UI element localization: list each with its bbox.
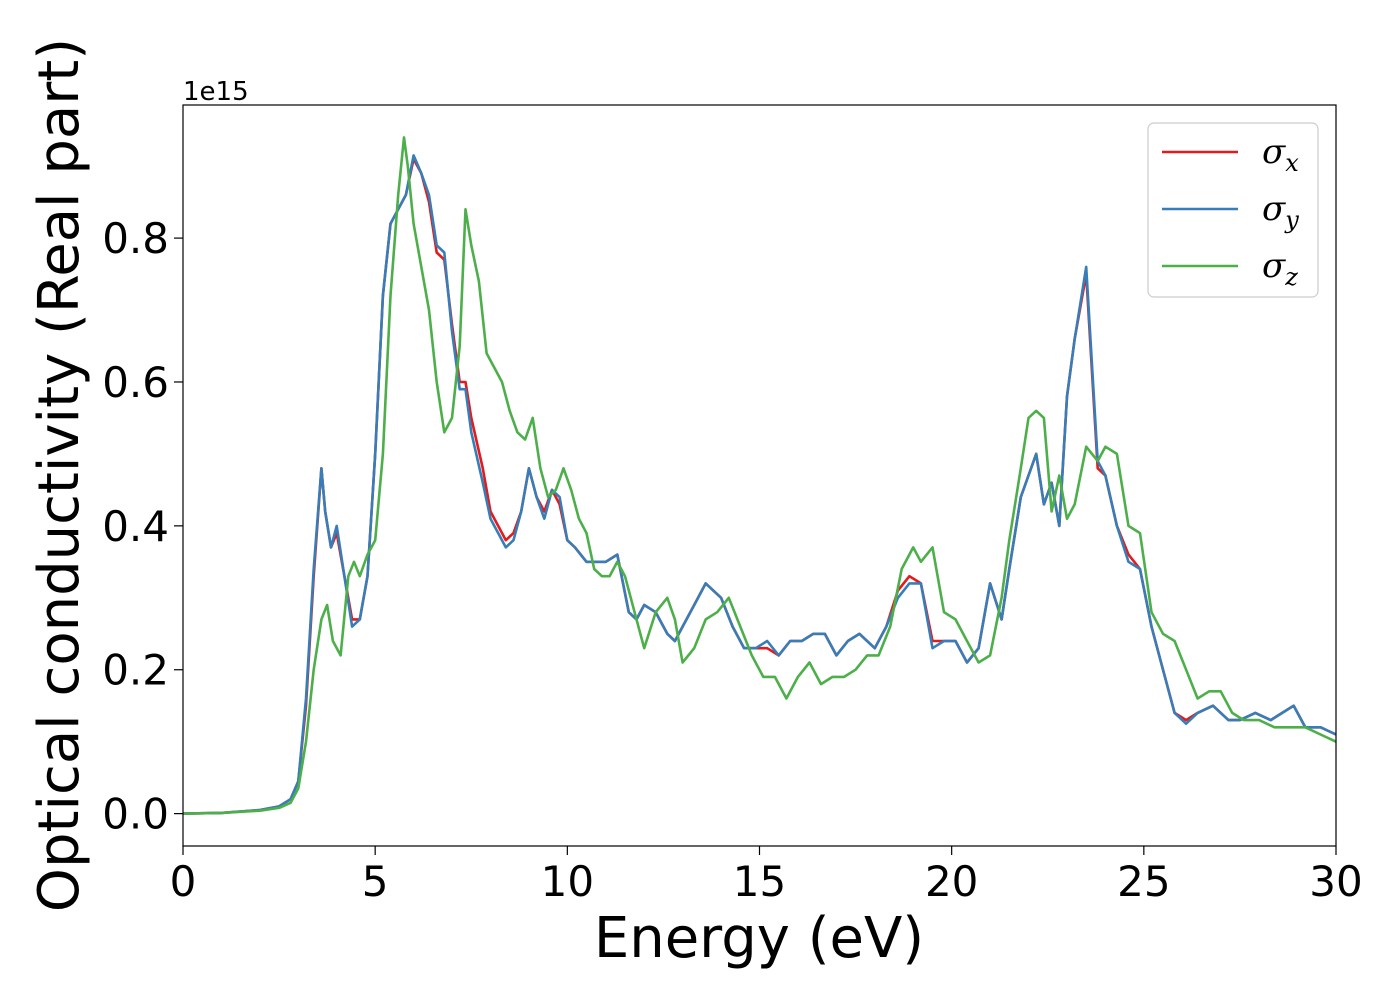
- y-tick-label: 0.4: [102, 502, 169, 551]
- legend-label-z: σz: [1262, 246, 1298, 291]
- legend-symbol: σ: [1262, 132, 1286, 172]
- legend-subscript: x: [1285, 149, 1299, 177]
- y-axis: 0.0 0.2 0.4 0.6 0.8: [102, 214, 183, 839]
- y-tick-label: 0.8: [102, 214, 169, 263]
- legend-subscript: z: [1284, 263, 1298, 291]
- x-tick-label: 15: [733, 857, 786, 906]
- legend-label-y: σy: [1262, 189, 1299, 234]
- x-tick-label: 5: [362, 857, 389, 906]
- y-tick-label: 0.0: [102, 790, 169, 839]
- x-tick-label: 0: [170, 857, 197, 906]
- x-axis: 0 5 10 15 20 25 30: [170, 846, 1363, 906]
- y-tick-label: 0.2: [102, 646, 169, 695]
- legend-symbol: σ: [1262, 189, 1286, 229]
- series-line-y: [183, 154, 1336, 815]
- x-tick-label: 20: [925, 857, 978, 906]
- legend-symbol: σ: [1262, 246, 1286, 286]
- x-tick-label: 25: [1117, 857, 1170, 906]
- x-tick-label: 10: [541, 857, 594, 906]
- x-axis-title: Energy (eV): [594, 906, 924, 971]
- legend-label-x: σx: [1262, 132, 1299, 177]
- y-tick-label: 0.6: [102, 358, 169, 407]
- series-layer: [183, 136, 1336, 815]
- y-axis-offset-label: 1e15: [183, 77, 249, 107]
- plot-area: [182, 104, 1337, 847]
- y-axis-title: Optical conductivity (Real part): [27, 38, 92, 912]
- series-line-z: [183, 136, 1336, 815]
- x-tick-label: 30: [1309, 857, 1362, 906]
- legend-subscript: y: [1284, 206, 1299, 234]
